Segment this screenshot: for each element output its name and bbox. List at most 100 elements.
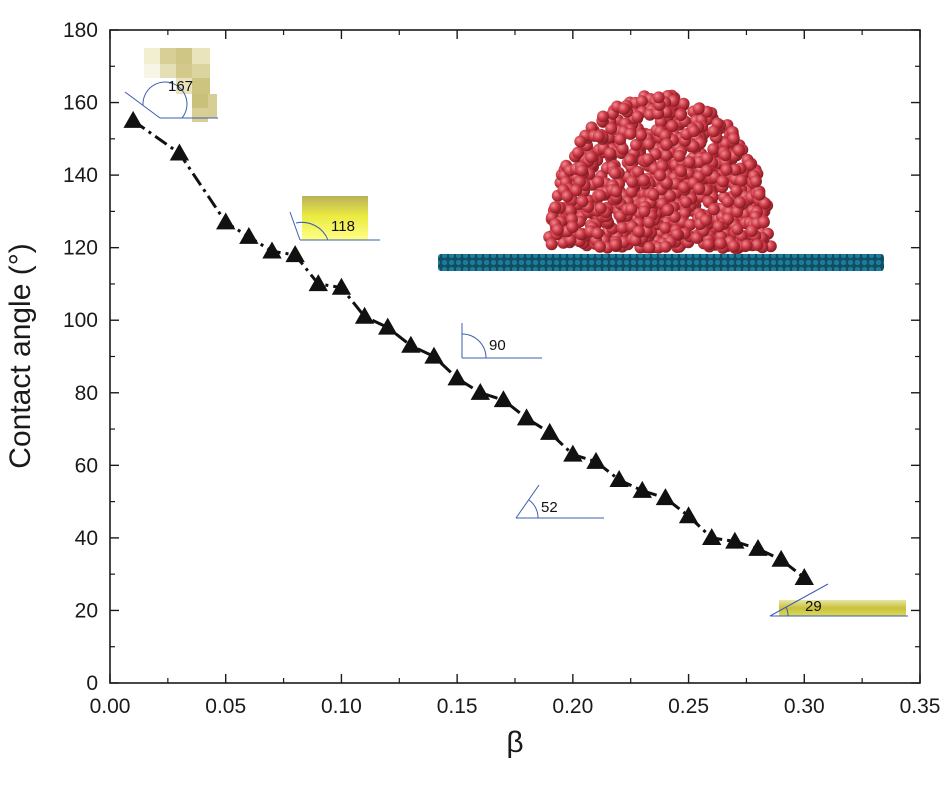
droplet-particle bbox=[637, 174, 650, 187]
droplet-particle bbox=[561, 190, 574, 203]
droplet-particle bbox=[642, 153, 654, 166]
droplet-particle bbox=[743, 159, 756, 172]
data-point bbox=[563, 444, 583, 462]
droplet-particle bbox=[673, 150, 686, 162]
data-point bbox=[262, 241, 282, 259]
droplet-particle bbox=[549, 201, 562, 214]
data-point bbox=[609, 470, 629, 487]
droplet-particle bbox=[750, 175, 762, 188]
data-point bbox=[401, 335, 421, 353]
droplet-particle bbox=[594, 189, 607, 202]
droplet-inset bbox=[438, 89, 884, 271]
y-axis: 0 20 40 60 80 100 120 140 160 180 bbox=[63, 19, 920, 695]
y-tick-label: 100 bbox=[63, 309, 98, 332]
droplet-particle bbox=[618, 102, 631, 115]
droplet-particle bbox=[592, 175, 605, 188]
annotation-29: 29 bbox=[769, 583, 908, 617]
droplet-particle bbox=[616, 142, 629, 155]
droplet-particle bbox=[700, 164, 713, 177]
annotation-52: 52 bbox=[515, 484, 604, 519]
data-point bbox=[308, 274, 328, 292]
droplet-particle bbox=[614, 133, 627, 146]
droplet-particle bbox=[675, 165, 687, 178]
data-point bbox=[216, 212, 236, 230]
series-line bbox=[132, 119, 806, 579]
droplet-particle bbox=[616, 221, 629, 234]
droplet-particle bbox=[707, 203, 720, 216]
droplet-particle bbox=[643, 216, 656, 229]
data-point bbox=[378, 317, 398, 335]
x-tick-label: 0.05 bbox=[205, 695, 246, 718]
droplet-particle bbox=[684, 218, 697, 231]
droplet-particle bbox=[661, 204, 674, 217]
data-point bbox=[447, 368, 467, 386]
droplet-particle bbox=[585, 151, 598, 164]
pixel-droplet-118 bbox=[302, 196, 368, 240]
data-point bbox=[540, 422, 560, 440]
droplet bbox=[543, 89, 777, 254]
data-point bbox=[632, 480, 652, 498]
droplet-particle bbox=[660, 138, 673, 151]
droplet-particle bbox=[623, 154, 636, 167]
droplet-particle bbox=[659, 222, 672, 234]
droplet-particle bbox=[687, 125, 700, 137]
droplet-particle bbox=[574, 228, 587, 241]
y-tick-label: 20 bbox=[75, 599, 98, 622]
droplet-particle bbox=[702, 238, 715, 251]
data-point bbox=[794, 567, 814, 585]
droplet-particle bbox=[652, 91, 665, 104]
data-point bbox=[123, 110, 143, 128]
droplet-particle bbox=[643, 241, 656, 254]
droplet-particle bbox=[576, 195, 589, 208]
data-point bbox=[748, 538, 768, 556]
droplet-particle bbox=[572, 146, 584, 159]
droplet-particle bbox=[625, 203, 638, 216]
droplet-particle bbox=[719, 149, 732, 162]
y-tick-label: 140 bbox=[63, 164, 98, 187]
droplet-particle bbox=[727, 240, 740, 253]
y-tick-label: 120 bbox=[63, 237, 98, 260]
droplet-particle bbox=[656, 160, 669, 173]
droplet-particle bbox=[604, 147, 617, 160]
angle-label-52: 52 bbox=[541, 499, 558, 516]
droplet-particle bbox=[647, 188, 660, 201]
x-tick-label: 0.30 bbox=[784, 695, 825, 718]
angle-label-118: 118 bbox=[331, 218, 355, 235]
droplet-particle bbox=[693, 182, 706, 195]
pixel-droplet-29 bbox=[779, 600, 906, 616]
data-point bbox=[586, 451, 606, 469]
droplet-particle bbox=[677, 97, 690, 110]
x-tick-label: 0.35 bbox=[900, 695, 941, 718]
substrate bbox=[438, 254, 884, 271]
y-tick-label: 0 bbox=[86, 672, 98, 695]
x-tick-label: 0.00 bbox=[90, 695, 131, 718]
series-markers bbox=[123, 110, 814, 585]
droplet-particle bbox=[733, 144, 745, 157]
droplet-particle bbox=[674, 109, 687, 121]
data-point bbox=[725, 531, 745, 549]
data-point bbox=[354, 306, 375, 324]
droplet-particle bbox=[716, 175, 729, 188]
plot-frame bbox=[109, 29, 921, 684]
data-point bbox=[285, 245, 305, 263]
x-tick-label: 0.15 bbox=[437, 695, 478, 718]
droplet-particle bbox=[659, 240, 672, 253]
droplet-particle bbox=[683, 156, 696, 169]
annotation-90: 90 bbox=[461, 323, 542, 359]
droplet-particle bbox=[575, 164, 588, 177]
droplet-particle bbox=[597, 110, 609, 123]
droplet-particle bbox=[740, 239, 753, 252]
droplet-particle bbox=[632, 225, 645, 238]
droplet-particle bbox=[671, 228, 683, 241]
annotation-118: 118 bbox=[289, 196, 380, 241]
y-tick-label: 60 bbox=[75, 454, 98, 477]
data-point bbox=[239, 226, 259, 244]
droplet-particle bbox=[751, 239, 764, 251]
droplet-particle bbox=[551, 223, 564, 236]
droplet-particle bbox=[680, 196, 693, 209]
droplet-particle bbox=[727, 132, 740, 145]
droplet-particle bbox=[664, 189, 677, 202]
droplet-particle bbox=[594, 240, 606, 253]
droplet-particle bbox=[757, 216, 770, 229]
droplet-particle bbox=[624, 127, 637, 140]
